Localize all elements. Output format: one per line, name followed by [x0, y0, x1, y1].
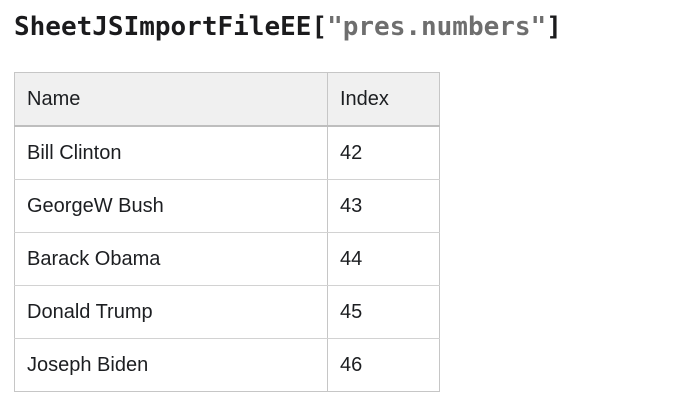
table-row: Joseph Biden 46 [14, 338, 440, 392]
table-header-row: Name Index [14, 72, 440, 127]
cell-name: GeorgeW Bush [14, 179, 328, 233]
table-row: GeorgeW Bush 43 [14, 179, 440, 233]
page-title: SheetJSImportFileEE["pres.numbers"] [14, 11, 562, 43]
title-filename-string: "pres.numbers" [327, 12, 547, 42]
cell-index: 42 [327, 125, 440, 180]
table-row: Donald Trump 45 [14, 285, 440, 339]
table-row: Bill Clinton 42 [14, 125, 440, 180]
title-function-name: SheetJSImportFileEE[ [14, 12, 328, 42]
presidents-table: Name Index Bill Clinton 42 GeorgeW Bush … [14, 72, 440, 392]
cell-name: Donald Trump [14, 285, 328, 339]
cell-name: Bill Clinton [14, 125, 328, 180]
cell-index: 43 [327, 179, 440, 233]
column-header-name: Name [14, 72, 328, 127]
cell-name: Barack Obama [14, 232, 328, 286]
table-header: Name Index [14, 72, 440, 127]
column-header-index: Index [327, 72, 440, 127]
cell-index: 44 [327, 232, 440, 286]
table-row: Barack Obama 44 [14, 232, 440, 286]
cell-index: 45 [327, 285, 440, 339]
table-body: Bill Clinton 42 GeorgeW Bush 43 Barack O… [14, 125, 440, 392]
cell-index: 46 [327, 338, 440, 392]
cell-name: Joseph Biden [14, 338, 328, 392]
title-closing-bracket: ] [546, 12, 562, 42]
